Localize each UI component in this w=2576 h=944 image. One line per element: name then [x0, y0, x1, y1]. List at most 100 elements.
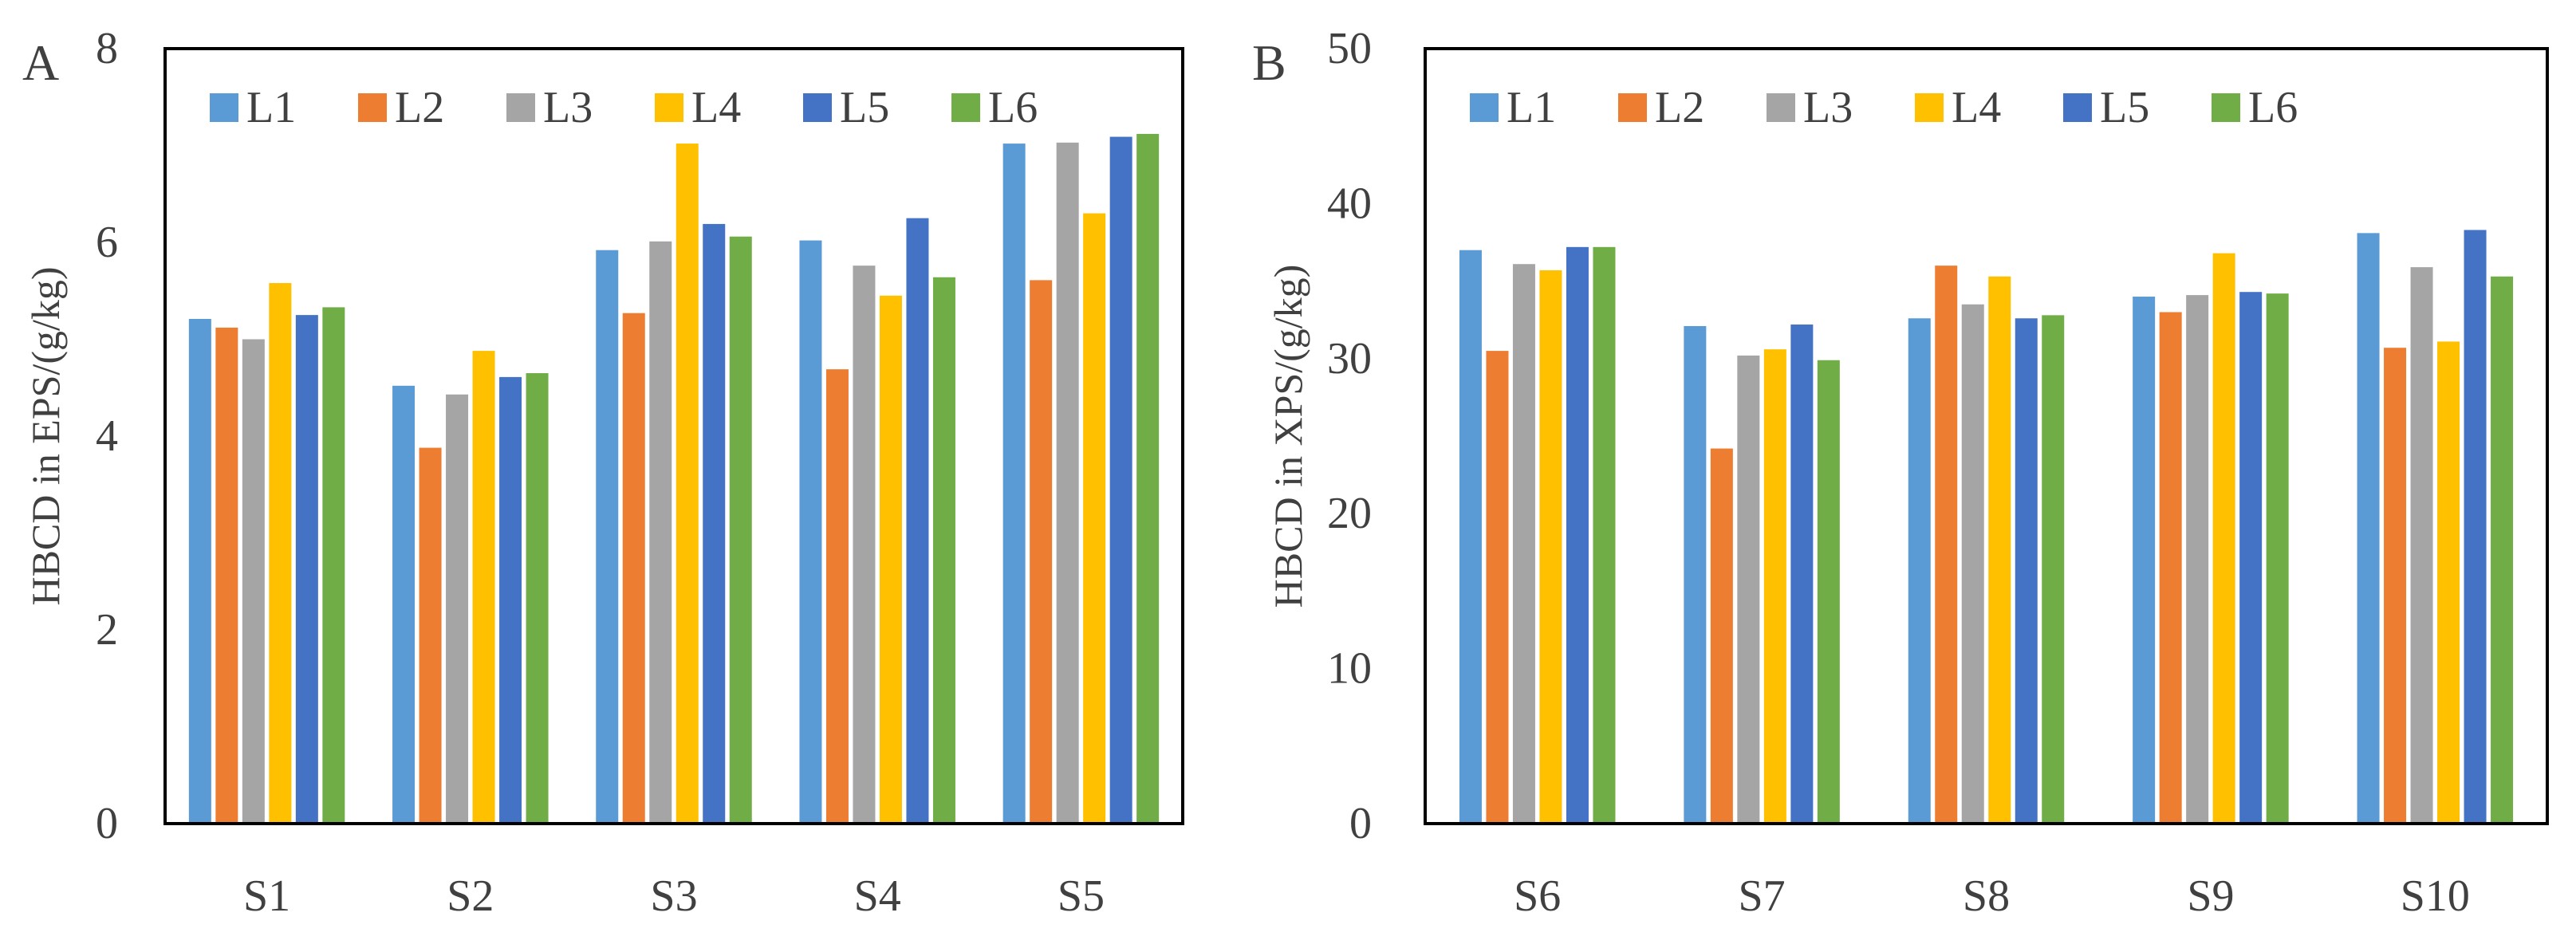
bar-S3-L6	[729, 236, 752, 824]
bar-S7-L6	[1817, 360, 1840, 824]
x-tick-label: S8	[1963, 871, 2010, 921]
legend-swatch-L3	[506, 93, 535, 122]
legend-swatch-L6	[2212, 93, 2240, 122]
bar-S1-L2	[215, 327, 238, 824]
legend-label-L3: L3	[1803, 83, 1853, 132]
bar-S4-L2	[825, 369, 849, 824]
legend-swatch-L5	[2063, 93, 2092, 122]
y-tick-label: 4	[96, 411, 118, 461]
bar-S9-L6	[2266, 293, 2289, 824]
plot-frame	[163, 47, 1184, 825]
legend-label-L1: L1	[1507, 83, 1556, 132]
bar-S5-L2	[1030, 280, 1053, 824]
bar-S10-L1	[2357, 233, 2380, 824]
legend-label-L4: L4	[691, 83, 741, 132]
bar-S1-L1	[188, 318, 211, 824]
bar-S8-L6	[2042, 315, 2065, 824]
bar-S8-L1	[1908, 318, 1931, 824]
legend-label-L2: L2	[1655, 83, 1704, 132]
x-tick-label: S2	[447, 871, 494, 921]
y-tick-label: 8	[96, 24, 118, 73]
bar-S9-L1	[2133, 297, 2156, 824]
legend-label-L6: L6	[2248, 83, 2298, 132]
bar-S7-L3	[1737, 355, 1760, 824]
legend-swatch-L1	[210, 93, 238, 122]
legend-label-L5: L5	[2100, 83, 2149, 132]
bar-S6-L1	[1459, 250, 1482, 824]
legend-label-L5: L5	[840, 83, 889, 132]
bar-S5-L1	[1002, 144, 1026, 824]
bar-S7-L4	[1763, 349, 1786, 824]
bar-S4-L4	[879, 295, 902, 824]
bar-S3-L3	[649, 241, 672, 824]
y-tick-label: 50	[1327, 24, 1372, 73]
bar-S6-L5	[1566, 246, 1589, 824]
bar-S4-L3	[853, 266, 876, 824]
bar-S3-L2	[622, 313, 645, 824]
y-tick-label: 30	[1327, 334, 1372, 384]
bar-S2-L1	[392, 385, 416, 824]
bar-S1-L6	[322, 307, 345, 824]
legend-swatch-L4	[1915, 93, 1944, 122]
y-tick-label: 10	[1327, 644, 1372, 694]
bar-S3-L5	[703, 223, 726, 824]
x-tick-label: S1	[243, 871, 290, 921]
bar-S9-L5	[2239, 292, 2263, 824]
bar-S5-L4	[1083, 213, 1106, 824]
bar-S5-L3	[1056, 142, 1079, 824]
bar-S10-L6	[2491, 276, 2514, 824]
y-tick-label: 40	[1327, 179, 1372, 228]
bar-S4-L1	[799, 240, 822, 824]
legend-label-L2: L2	[395, 83, 444, 132]
x-tick-label: S5	[1058, 871, 1105, 921]
legend: L1 L2 L3 L4 L5 L6	[210, 83, 1038, 132]
bar-S7-L1	[1684, 325, 1707, 824]
bar-S5-L6	[1136, 133, 1160, 824]
plot-frame	[1424, 47, 2549, 825]
bar-S9-L4	[2212, 253, 2235, 824]
y-tick-label: 6	[96, 218, 118, 267]
panel-label: B	[1252, 34, 1286, 91]
legend-swatch-L4	[655, 93, 683, 122]
bar-S10-L4	[2437, 341, 2460, 824]
y-tick-label: 0	[1349, 799, 1372, 848]
legend-label-L4: L4	[1952, 83, 2001, 132]
legend-swatch-L5	[803, 93, 832, 122]
bar-S4-L6	[932, 277, 955, 824]
y-tick-label: 0	[96, 799, 118, 848]
bar-S10-L5	[2464, 230, 2487, 824]
legend-label-L1: L1	[246, 83, 296, 132]
bar-S8-L4	[1988, 276, 2011, 824]
bar-S10-L2	[2384, 348, 2407, 824]
legend-label-L3: L3	[543, 83, 593, 132]
bar-S9-L2	[2159, 312, 2182, 824]
bar-S10-L3	[2410, 267, 2433, 824]
legend-swatch-L6	[951, 93, 980, 122]
legend-swatch-L2	[358, 93, 387, 122]
bar-S4-L5	[906, 218, 929, 824]
bar-S2-L4	[472, 351, 495, 824]
bar-S2-L3	[446, 394, 469, 824]
y-axis-title: HBCD in EPS/(g/kg)	[23, 266, 68, 605]
y-tick-label: 20	[1327, 489, 1372, 538]
x-tick-label: S7	[1739, 871, 1786, 921]
bar-S8-L5	[2015, 318, 2038, 824]
legend-swatch-L1	[1470, 93, 1499, 122]
legend-label-L6: L6	[988, 83, 1038, 132]
bar-S2-L5	[499, 376, 522, 824]
bar-S8-L3	[1961, 304, 1984, 824]
bar-S7-L5	[1790, 324, 1814, 824]
bar-S3-L4	[676, 144, 699, 824]
bar-S6-L4	[1539, 269, 1562, 824]
x-tick-label: S4	[854, 871, 901, 921]
legend-swatch-L3	[1767, 93, 1795, 122]
bar-S9-L3	[2186, 295, 2209, 824]
x-tick-label: S3	[650, 871, 697, 921]
bar-S1-L5	[295, 315, 318, 824]
bar-S2-L6	[526, 373, 549, 824]
chart-panel-B: 0 10 20 30 40 50 S6 S7 S8 S9 S10 HBCD in XPS/(g/kg)…	[1252, 24, 2549, 921]
x-tick-label: S10	[2401, 871, 2470, 921]
legend: L1 L2 L3 L4 L5 L6	[1470, 83, 2298, 132]
bar-S6-L2	[1486, 351, 1509, 824]
chart-panel-A: 0 2 4 6 8 S1 S2 S3 S4 S5 HBCD in EPS/(g/kg) A L1 L2 L3…	[22, 24, 1184, 921]
